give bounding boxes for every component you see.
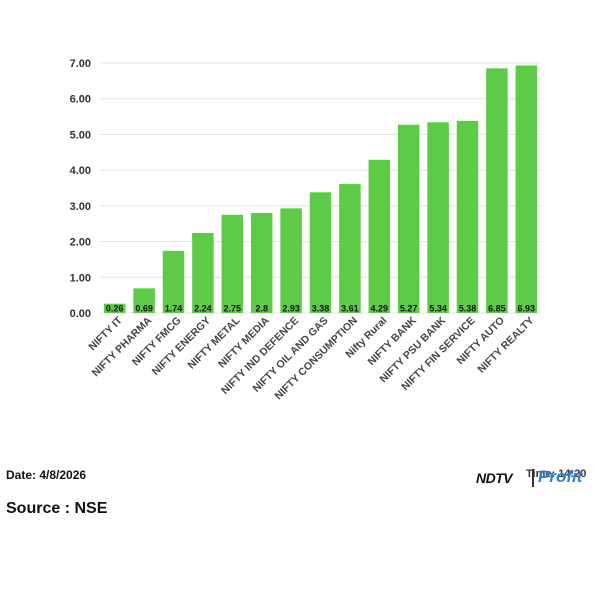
data-label: 3.61: [341, 304, 359, 314]
data-label: 2.24: [194, 304, 212, 314]
ndtv-profit-logo: Time: 14:20 NDTV Profit: [476, 466, 596, 490]
bar: [309, 192, 332, 313]
bar: [486, 68, 508, 313]
y-tick-label: 1.00: [70, 272, 91, 284]
bar: [456, 120, 479, 313]
bar: [162, 250, 185, 313]
y-tick-label: 3.00: [70, 201, 91, 213]
bar: [280, 208, 302, 313]
data-label: 5.38: [459, 304, 477, 314]
data-label: 1.74: [165, 304, 183, 314]
bar: [133, 288, 155, 313]
bar: [339, 184, 361, 313]
data-label: 3.38: [312, 304, 330, 314]
data-labels: 0.26 0.69 1.74 2.24 2.75 2.8 2.93 3.38 3.61 4.29 5…: [106, 304, 535, 314]
data-label: 2.93: [282, 304, 300, 314]
data-label: 5.27: [400, 304, 418, 314]
footer-time: Time: 14:20: [526, 468, 587, 480]
data-label: 0.69: [135, 304, 153, 314]
y-axis-ticks: 0.00 1.00 2.00 3.00 4.00 5.00 6.00 7.00: [70, 58, 91, 320]
logo-profit-text: Profit: [538, 467, 583, 486]
y-tick-label: 7.00: [70, 58, 91, 70]
y-tick-label: 0.00: [70, 308, 91, 320]
footer-source: Source : NSE: [6, 500, 108, 517]
y-tick-label: 4.00: [70, 165, 91, 177]
bar: [397, 124, 420, 314]
bar-chart: 0.00 1.00 2.00 3.00 4.00 5.00 6.00 7.00 0.26 0.6…: [70, 58, 541, 402]
data-label: 2.8: [255, 304, 268, 314]
logo-ndtv-text: NDTV: [476, 470, 513, 486]
bar: [515, 65, 538, 313]
y-tick-label: 2.00: [70, 237, 91, 249]
bar: [103, 303, 126, 313]
bars: [103, 65, 538, 314]
bar: [368, 159, 391, 313]
bar: [250, 213, 273, 313]
data-label: 4.29: [371, 304, 389, 314]
data-label: 2.75: [224, 304, 242, 314]
bar: [192, 233, 214, 313]
data-label: 6.93: [518, 304, 536, 314]
data-label: 5.34: [429, 304, 447, 314]
data-label: 0.26: [106, 304, 124, 314]
footer-date: Date: 4/8/2026: [6, 468, 87, 482]
bar: [427, 122, 449, 314]
data-label: 6.85: [488, 304, 506, 314]
y-tick-label: 6.00: [70, 94, 91, 106]
logo-divider: [532, 469, 534, 487]
y-tick-label: 5.00: [70, 129, 91, 141]
bar: [221, 214, 244, 313]
